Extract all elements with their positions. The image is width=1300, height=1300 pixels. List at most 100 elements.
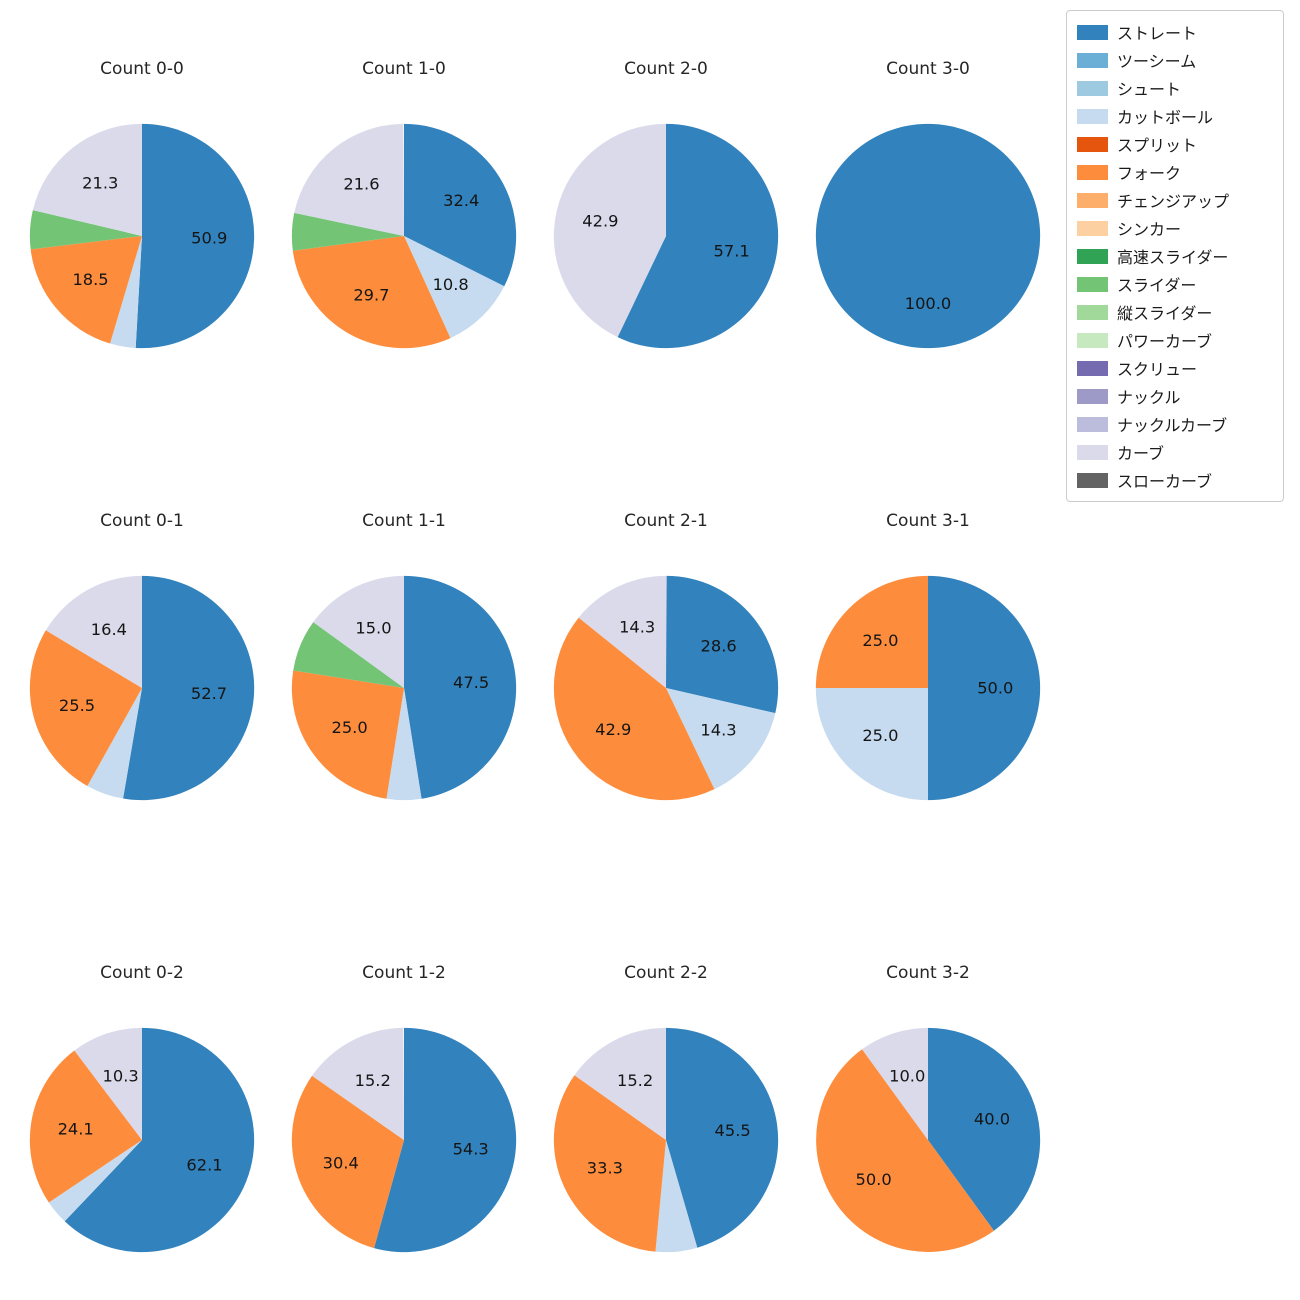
chart-title: Count 3-0 (886, 59, 970, 79)
slice-label: 25.0 (331, 718, 367, 737)
pie-count-3-2: 40.0 50.0 10.0 (816, 1027, 1041, 1252)
slice-label: 18.5 (72, 270, 108, 289)
legend-item: カットボール (1077, 102, 1273, 130)
slice-label: 14.3 (619, 618, 655, 637)
slice-label: 54.3 (453, 1140, 489, 1159)
legend-item: ツーシーム (1077, 46, 1273, 74)
legend-label: スローカーブ (1117, 472, 1213, 491)
legend-item: ナックル (1077, 382, 1273, 410)
pie-slice (404, 123, 517, 287)
legend-item: シュート (1077, 74, 1273, 102)
legend-label: カットボール (1117, 108, 1214, 127)
pie-slice (48, 1140, 142, 1222)
pie-count-1-2: 54.3 30.4 15.2 (291, 1027, 517, 1253)
pie-count-1-0: 32.4 10.8 29.7 21.6 (291, 123, 517, 349)
slice-label: 10.8 (433, 275, 469, 294)
pie-slice (404, 575, 517, 799)
chart-title: Count 3-2 (886, 963, 970, 983)
legend-swatch (1077, 248, 1108, 264)
pie-slice (87, 688, 142, 799)
legend-item: シンカー (1077, 214, 1273, 242)
pie-count-2-2: 45.5 33.3 15.2 (553, 1027, 779, 1253)
legend-label: ナックル (1117, 388, 1181, 407)
pie-count-0-2: 62.1 24.1 10.3 (29, 1027, 255, 1253)
legend-label: 縦スライダー (1117, 304, 1213, 323)
pie-slice (74, 1027, 142, 1140)
legend-item: スライダー (1077, 270, 1273, 298)
pie-slice (292, 236, 451, 349)
chart-title: Count 2-0 (624, 59, 708, 79)
legend-swatch (1077, 388, 1108, 404)
pie-slice (617, 123, 779, 349)
pie-cell-count-2-0: Count 2-0 57.1 42.9 (535, 46, 797, 498)
legend-label: シンカー (1117, 220, 1182, 239)
chart-title: Count 1-0 (362, 59, 446, 79)
slice-label: 50.0 (977, 679, 1013, 698)
pie-slice (374, 1027, 517, 1253)
pie-slice (815, 123, 1041, 349)
legend-swatch (1077, 192, 1108, 208)
legend-swatch (1077, 164, 1108, 180)
pie-slice (928, 1027, 1041, 1231)
pie-slice (655, 1140, 698, 1253)
pie-slice (666, 1027, 779, 1248)
slice-label: 42.9 (595, 720, 631, 739)
pie-count-0-1: 52.7 25.5 16.4 (29, 575, 255, 801)
slice-label: 21.6 (343, 174, 379, 193)
slice-label: 29.7 (353, 285, 389, 304)
slice-label: 57.1 (714, 241, 750, 260)
legend-label: スプリット (1117, 136, 1198, 155)
legend-label: ツーシーム (1117, 52, 1197, 71)
pie-cell-count-2-2: Count 2-2 45.5 33.3 15.2 (535, 950, 797, 1300)
pie-slice (32, 123, 142, 236)
pie-slice (553, 617, 715, 801)
pie-count-3-0: 100.0 (815, 123, 1041, 349)
slice-label: 45.5 (715, 1121, 751, 1140)
pie-cell-count-0-0: Count 0-0 50.9 18.5 21.3 (11, 46, 273, 498)
legend-swatch (1077, 416, 1108, 432)
legend-label: ナックルカーブ (1117, 416, 1228, 435)
pie-slice (135, 123, 255, 349)
pie-grid: Count 0-0 50.9 18.5 21.3 Count 1-0 32.4 10.… (11, 46, 1059, 1300)
pie-slice (666, 575, 779, 714)
pie-slice (291, 212, 404, 251)
pie-cell-count-3-1: Count 3-1 50.0 25.0 25.0 (797, 498, 1059, 950)
slice-label: 40.0 (974, 1110, 1010, 1129)
pie-slice (294, 123, 404, 236)
pie-count-1-1: 47.5 25.0 15.0 (291, 575, 517, 801)
legend-label: カーブ (1117, 444, 1165, 463)
pie-cell-count-2-1: Count 2-1 28.6 14.3 42.9 14.3 (535, 498, 797, 950)
pie-count-2-0: 57.1 42.9 (553, 123, 779, 349)
slice-label: 62.1 (186, 1155, 222, 1174)
pie-cell-count-0-2: Count 0-2 62.1 24.1 10.3 (11, 950, 273, 1300)
legend-swatch (1077, 80, 1108, 96)
legend-item: チェンジアップ (1077, 186, 1273, 214)
chart-title: Count 1-2 (362, 963, 446, 983)
pie-count-3-1: 50.0 25.0 25.0 (815, 575, 1041, 801)
pie-count-0-0: 50.9 18.5 21.3 (29, 123, 255, 349)
legend-item: スローカーブ (1077, 466, 1273, 494)
legend-item: フォーク (1077, 158, 1273, 186)
legend-label: 高速スライダー (1117, 248, 1229, 267)
legend-swatch (1077, 24, 1108, 40)
pie-slice (578, 575, 667, 688)
legend-label: パワーカーブ (1117, 332, 1213, 351)
pie-slice (815, 688, 928, 801)
legend-item: ストレート (1077, 18, 1273, 46)
pie-slice (666, 688, 776, 790)
slice-label: 15.2 (355, 1071, 391, 1090)
legend-swatch (1077, 472, 1108, 488)
pie-slice (64, 1027, 255, 1253)
chart-title: Count 3-1 (886, 511, 970, 531)
chart-title: Count 1-1 (362, 511, 446, 531)
pie-cell-count-3-2: Count 3-2 40.0 50.0 10.0 (797, 950, 1059, 1300)
pie-slice (386, 688, 422, 801)
slice-label: 10.3 (103, 1067, 139, 1086)
legend-swatch (1077, 276, 1108, 292)
pie-cell-count-0-1: Count 0-1 52.7 25.5 16.4 (11, 498, 273, 950)
slice-label: 25.0 (862, 631, 898, 650)
pie-slice (293, 622, 404, 688)
pie-slice (816, 1049, 994, 1252)
pie-slice (862, 1027, 928, 1140)
